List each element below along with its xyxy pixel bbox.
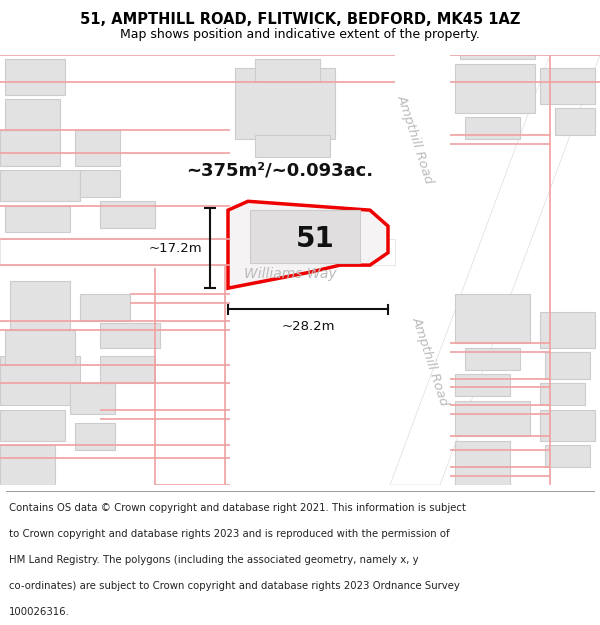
Text: to Crown copyright and database rights 2023 and is reproduced with the permissio: to Crown copyright and database rights 2… bbox=[9, 529, 449, 539]
Bar bbox=[455, 441, 510, 468]
Text: Ampthill Road: Ampthill Road bbox=[394, 93, 436, 186]
Bar bbox=[70, 383, 115, 414]
Bar bbox=[545, 352, 590, 379]
Bar bbox=[250, 210, 360, 263]
Bar bbox=[100, 322, 160, 348]
Text: 100026316.: 100026316. bbox=[9, 607, 70, 617]
Bar bbox=[455, 468, 510, 485]
Bar bbox=[100, 201, 155, 228]
Bar bbox=[465, 117, 520, 139]
Text: Map shows position and indicative extent of the property.: Map shows position and indicative extent… bbox=[120, 28, 480, 41]
Bar bbox=[5, 206, 70, 232]
Bar bbox=[0, 356, 80, 405]
Text: ~17.2m: ~17.2m bbox=[148, 242, 202, 255]
Bar bbox=[5, 330, 75, 365]
Bar bbox=[455, 374, 510, 396]
Text: ~375m²/~0.093ac.: ~375m²/~0.093ac. bbox=[187, 161, 374, 179]
Bar bbox=[235, 68, 335, 139]
Polygon shape bbox=[228, 201, 388, 288]
Text: 51, AMPTHILL ROAD, FLITWICK, BEDFORD, MK45 1AZ: 51, AMPTHILL ROAD, FLITWICK, BEDFORD, MK… bbox=[80, 12, 520, 27]
Bar bbox=[0, 445, 55, 485]
Bar bbox=[555, 108, 595, 135]
Bar bbox=[455, 401, 530, 436]
Bar bbox=[465, 348, 520, 370]
Bar bbox=[540, 383, 585, 405]
Bar bbox=[10, 281, 70, 330]
Bar bbox=[455, 294, 530, 343]
Bar bbox=[100, 356, 155, 383]
Bar bbox=[540, 312, 595, 348]
Bar bbox=[5, 59, 65, 95]
Text: Williams Way: Williams Way bbox=[244, 267, 337, 281]
Text: ~28.2m: ~28.2m bbox=[281, 320, 335, 333]
Bar bbox=[75, 131, 120, 166]
Polygon shape bbox=[390, 55, 600, 485]
Bar bbox=[455, 64, 535, 112]
Bar bbox=[80, 170, 120, 197]
Bar bbox=[540, 409, 595, 441]
Bar bbox=[540, 68, 595, 104]
Text: 51: 51 bbox=[296, 224, 334, 253]
Bar bbox=[80, 294, 130, 321]
Bar bbox=[5, 99, 60, 131]
Bar bbox=[255, 135, 330, 157]
Text: Ampthill Road: Ampthill Road bbox=[409, 314, 451, 407]
Bar bbox=[0, 131, 60, 166]
Text: co-ordinates) are subject to Crown copyright and database rights 2023 Ordnance S: co-ordinates) are subject to Crown copyr… bbox=[9, 581, 460, 591]
Bar bbox=[0, 409, 65, 441]
Bar bbox=[545, 445, 590, 468]
Polygon shape bbox=[0, 239, 395, 265]
Text: HM Land Registry. The polygons (including the associated geometry, namely x, y: HM Land Registry. The polygons (includin… bbox=[9, 555, 419, 565]
Bar bbox=[460, 33, 535, 59]
Bar bbox=[75, 423, 115, 449]
Bar bbox=[0, 170, 80, 201]
Bar bbox=[255, 59, 320, 82]
Text: Contains OS data © Crown copyright and database right 2021. This information is : Contains OS data © Crown copyright and d… bbox=[9, 503, 466, 513]
